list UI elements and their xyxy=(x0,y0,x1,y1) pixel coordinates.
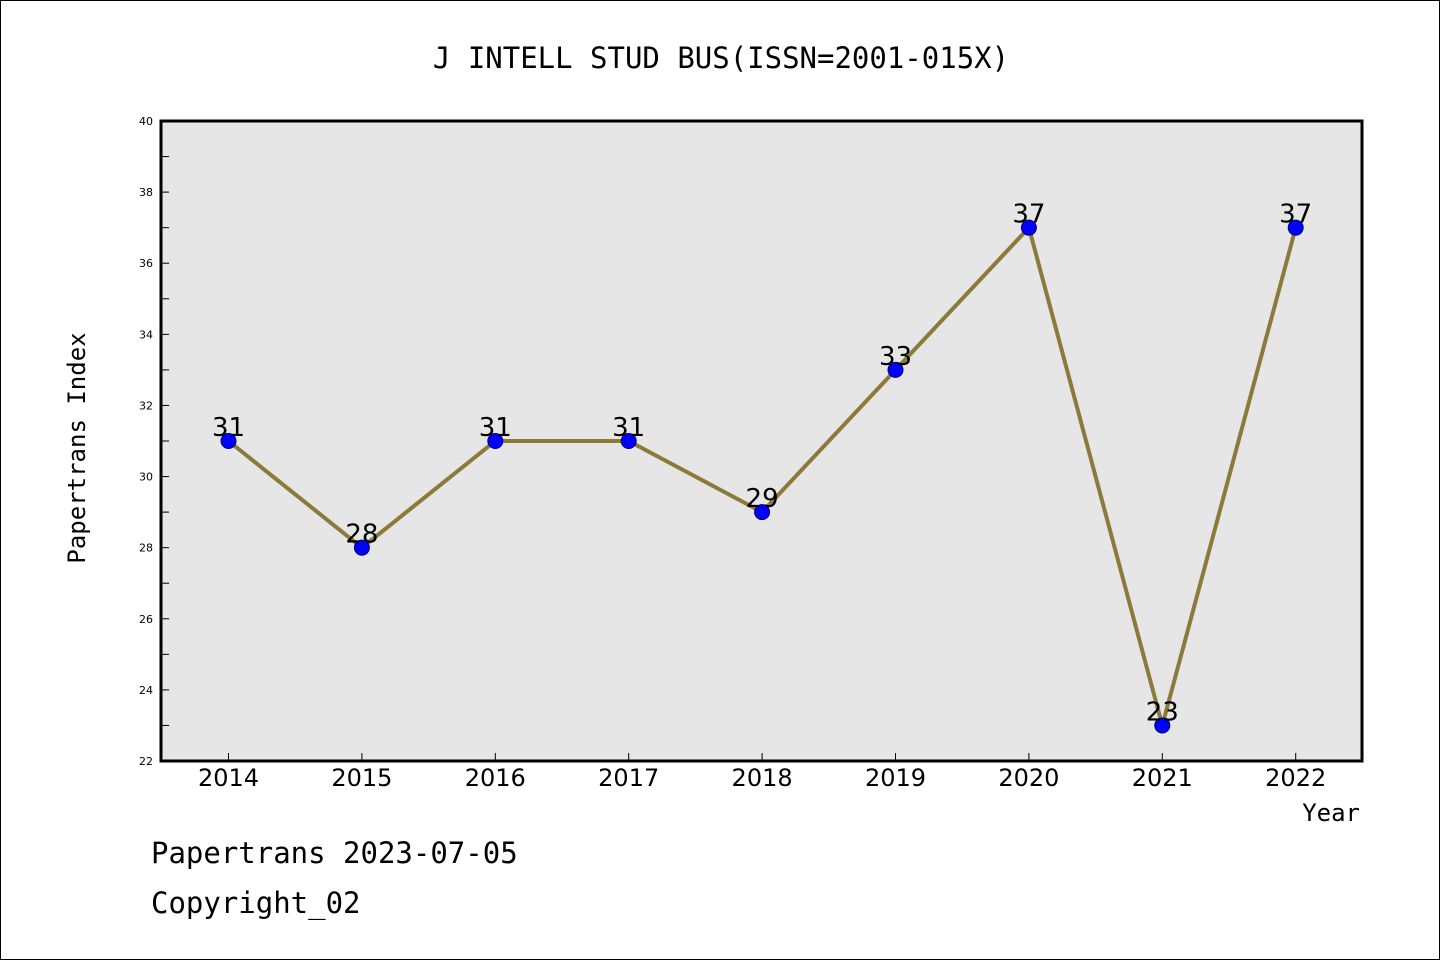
y-tick-label: 22 xyxy=(139,755,153,768)
plot-area xyxy=(161,121,1362,761)
data-label: 31 xyxy=(212,413,245,443)
data-label: 37 xyxy=(1012,200,1045,230)
x-tick-label: 2015 xyxy=(331,764,392,792)
x-tick-label: 2019 xyxy=(865,764,926,792)
footer-copyright: Copyright_02 xyxy=(151,886,361,920)
x-tick-label: 2016 xyxy=(465,764,526,792)
data-point-marker xyxy=(1287,219,1304,236)
x-tick-label: 2021 xyxy=(1132,764,1193,792)
data-label: 31 xyxy=(479,413,512,443)
data-label: 33 xyxy=(879,342,912,372)
footer-date: Papertrans 2023-07-05 xyxy=(151,836,518,870)
y-axis-label: Papertrans Index xyxy=(63,332,91,563)
data-point-marker xyxy=(353,539,370,556)
data-label: 29 xyxy=(746,484,779,514)
data-point-marker xyxy=(887,361,904,378)
data-label: 28 xyxy=(345,520,378,550)
y-tick-label: 30 xyxy=(139,471,153,484)
y-tick-label: 40 xyxy=(139,115,153,128)
data-label: 31 xyxy=(612,413,645,443)
y-tick-label: 32 xyxy=(139,399,153,412)
data-point-marker xyxy=(220,433,237,449)
x-tick-label: 2022 xyxy=(1265,764,1326,792)
x-tick-label: 2017 xyxy=(598,764,659,792)
data-point-marker xyxy=(487,433,504,449)
series-line-group: 31 28 31 31 29 33 37 23 37 xyxy=(212,200,1312,734)
data-point-marker xyxy=(754,504,771,521)
y-tick-label: 36 xyxy=(139,257,153,270)
data-point-marker xyxy=(620,433,637,449)
y-tick-label: 26 xyxy=(139,613,153,626)
chart-title: J INTELL STUD BUS(ISSN=2001-015X) xyxy=(433,41,1009,75)
y-axis: 22 24 26 28 30 32 34 36 38 40 xyxy=(139,115,169,768)
data-label: 37 xyxy=(1279,200,1312,230)
y-tick-label: 38 xyxy=(139,186,153,199)
y-tick-label: 28 xyxy=(139,542,153,555)
y-tick-label: 24 xyxy=(139,684,153,697)
x-tick-label: 2018 xyxy=(732,764,793,792)
y-tick-label: 34 xyxy=(139,328,153,341)
x-tick-label: 2014 xyxy=(198,764,259,792)
x-tick-label: 2020 xyxy=(998,764,1059,792)
data-point-marker xyxy=(1020,219,1037,236)
x-axis-label: Year xyxy=(1302,799,1360,827)
plot-border xyxy=(159,119,1364,763)
x-axis: 2014 2015 2016 2017 2018 2019 2020 2021 2022 xyxy=(198,753,1326,792)
data-point-marker xyxy=(1154,717,1171,734)
data-label: 23 xyxy=(1146,697,1179,727)
